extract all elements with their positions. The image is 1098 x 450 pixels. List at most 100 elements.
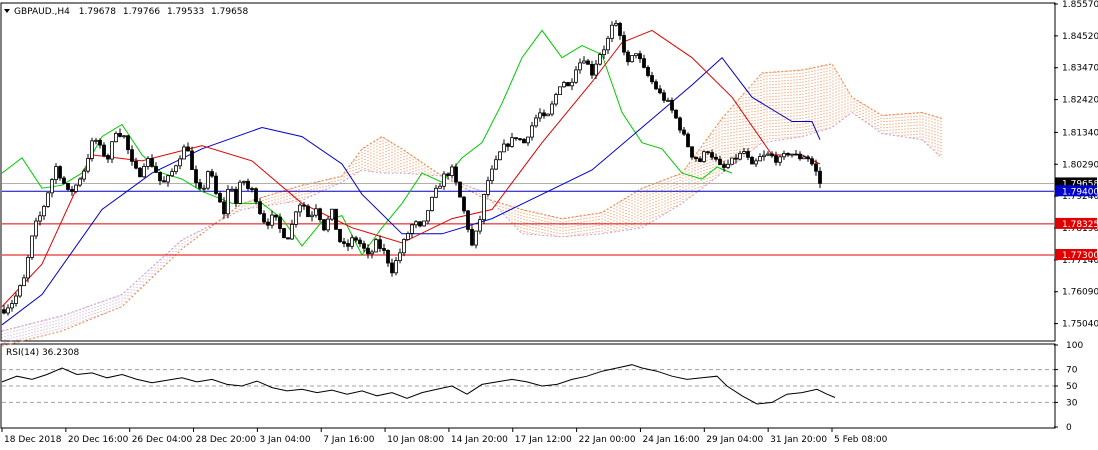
- candle-body: [62, 177, 66, 184]
- time-tick-label: 29 Jan 04:00: [706, 435, 763, 445]
- candle-body: [378, 239, 382, 249]
- candle-body: [630, 55, 634, 63]
- candle-body: [214, 175, 218, 194]
- candle-body: [570, 81, 574, 87]
- candle-body: [238, 181, 242, 204]
- candle-body: [150, 158, 154, 167]
- price-tick-label: 1.80290: [1062, 160, 1098, 170]
- candle-body: [102, 144, 106, 156]
- candle-body: [598, 54, 602, 65]
- candle-body: [426, 210, 430, 222]
- candle-body: [474, 230, 478, 246]
- price-tick-label: 1.83470: [1062, 64, 1098, 74]
- price-tick-label: 1.78190: [1062, 224, 1098, 234]
- candle-body: [574, 69, 578, 83]
- candle-body: [382, 248, 386, 251]
- time-tick-label: 10 Jan 08:00: [387, 435, 444, 445]
- candle-body: [58, 166, 62, 179]
- candle-body: [470, 228, 474, 246]
- candle-body: [514, 137, 518, 140]
- candle-body: [498, 151, 502, 161]
- ohlc-high: 1.79766: [123, 7, 160, 17]
- candle-body: [94, 139, 98, 142]
- candle-body: [410, 224, 414, 234]
- candle-body: [342, 241, 346, 244]
- candle-body: [558, 86, 562, 96]
- candle-body: [726, 163, 730, 168]
- symbol-dropdown-icon[interactable]: [4, 9, 10, 13]
- candle-body: [506, 143, 510, 147]
- candle-body: [670, 99, 674, 111]
- rsi-tick-label: 30: [1066, 398, 1078, 408]
- candle-body: [466, 210, 470, 230]
- candle-body: [106, 155, 110, 160]
- candle-body: [90, 140, 94, 159]
- candle-body: [50, 179, 54, 194]
- candle-body: [582, 60, 586, 64]
- candle-body: [422, 220, 426, 227]
- ohlc-low: 1.79533: [167, 7, 204, 17]
- candle-body: [46, 192, 50, 207]
- candle-body: [658, 88, 662, 94]
- candle-body: [482, 194, 486, 221]
- rsi-tick-label: 0: [1066, 423, 1072, 433]
- current-price-label: 1.79658: [1062, 179, 1098, 189]
- candle-body: [546, 113, 550, 117]
- level-price-label: 1.79400: [1062, 187, 1098, 197]
- candle-body: [698, 158, 702, 162]
- candle-body: [122, 135, 126, 138]
- candle-body: [626, 51, 630, 63]
- candle-body: [374, 239, 378, 253]
- rsi-tick-label: 70: [1066, 366, 1078, 376]
- candle-body: [710, 152, 714, 158]
- candle-body: [250, 188, 254, 190]
- candle-body: [262, 213, 266, 223]
- chikou-span-line: [1, 29, 733, 256]
- candle-body: [542, 112, 546, 117]
- time-tick-label: 18 Dec 2018: [4, 435, 62, 445]
- candle-body: [310, 214, 314, 218]
- price-axis: 1.85570 1.84520 1.83470 1.82420 1.81340 1.802…: [1054, 0, 1098, 330]
- candle-body: [370, 251, 374, 255]
- candle-body: [510, 137, 514, 147]
- level-price-label: 1.77300: [1062, 251, 1098, 261]
- candle-body: [738, 152, 742, 160]
- candle-body: [730, 157, 734, 165]
- rsi-tick-label: 50: [1066, 382, 1078, 392]
- candle-body: [346, 243, 350, 247]
- price-tick-label: 1.75040: [1062, 320, 1098, 330]
- candle-body: [162, 180, 166, 183]
- candle-body: [690, 146, 694, 158]
- candle-body: [770, 153, 774, 157]
- candle-body: [706, 151, 710, 154]
- candle-body: [462, 196, 466, 212]
- price-tick-label: 1.81340: [1062, 128, 1098, 138]
- candle-body: [406, 233, 410, 240]
- rsi-tick-label: 100: [1066, 341, 1083, 351]
- candle-body: [746, 151, 750, 158]
- candle-body: [138, 167, 142, 178]
- candle-body: [478, 219, 482, 232]
- candle-body: [662, 92, 666, 101]
- candle-body: [458, 181, 462, 198]
- time-tick-label: 17 Jan 12:00: [515, 435, 572, 445]
- time-tick-label: 3 Jan 04:00: [259, 435, 311, 445]
- candle-body: [722, 164, 726, 168]
- candle-body: [758, 156, 762, 162]
- candle-body: [778, 156, 782, 163]
- candle-body: [202, 187, 206, 190]
- candle-body: [74, 184, 78, 192]
- candle-body: [366, 247, 370, 255]
- candle-body: [774, 155, 778, 163]
- candle-body: [494, 159, 498, 170]
- candle-body: [278, 216, 282, 229]
- candle-body: [70, 189, 74, 192]
- candle-body: [286, 237, 290, 240]
- candle-body: [318, 208, 322, 220]
- candle-body: [6, 307, 10, 314]
- candle-body: [130, 149, 134, 162]
- candle-body: [126, 135, 130, 151]
- rsi-line: [1, 364, 836, 405]
- candle-body: [298, 204, 302, 213]
- candle-body: [26, 257, 30, 279]
